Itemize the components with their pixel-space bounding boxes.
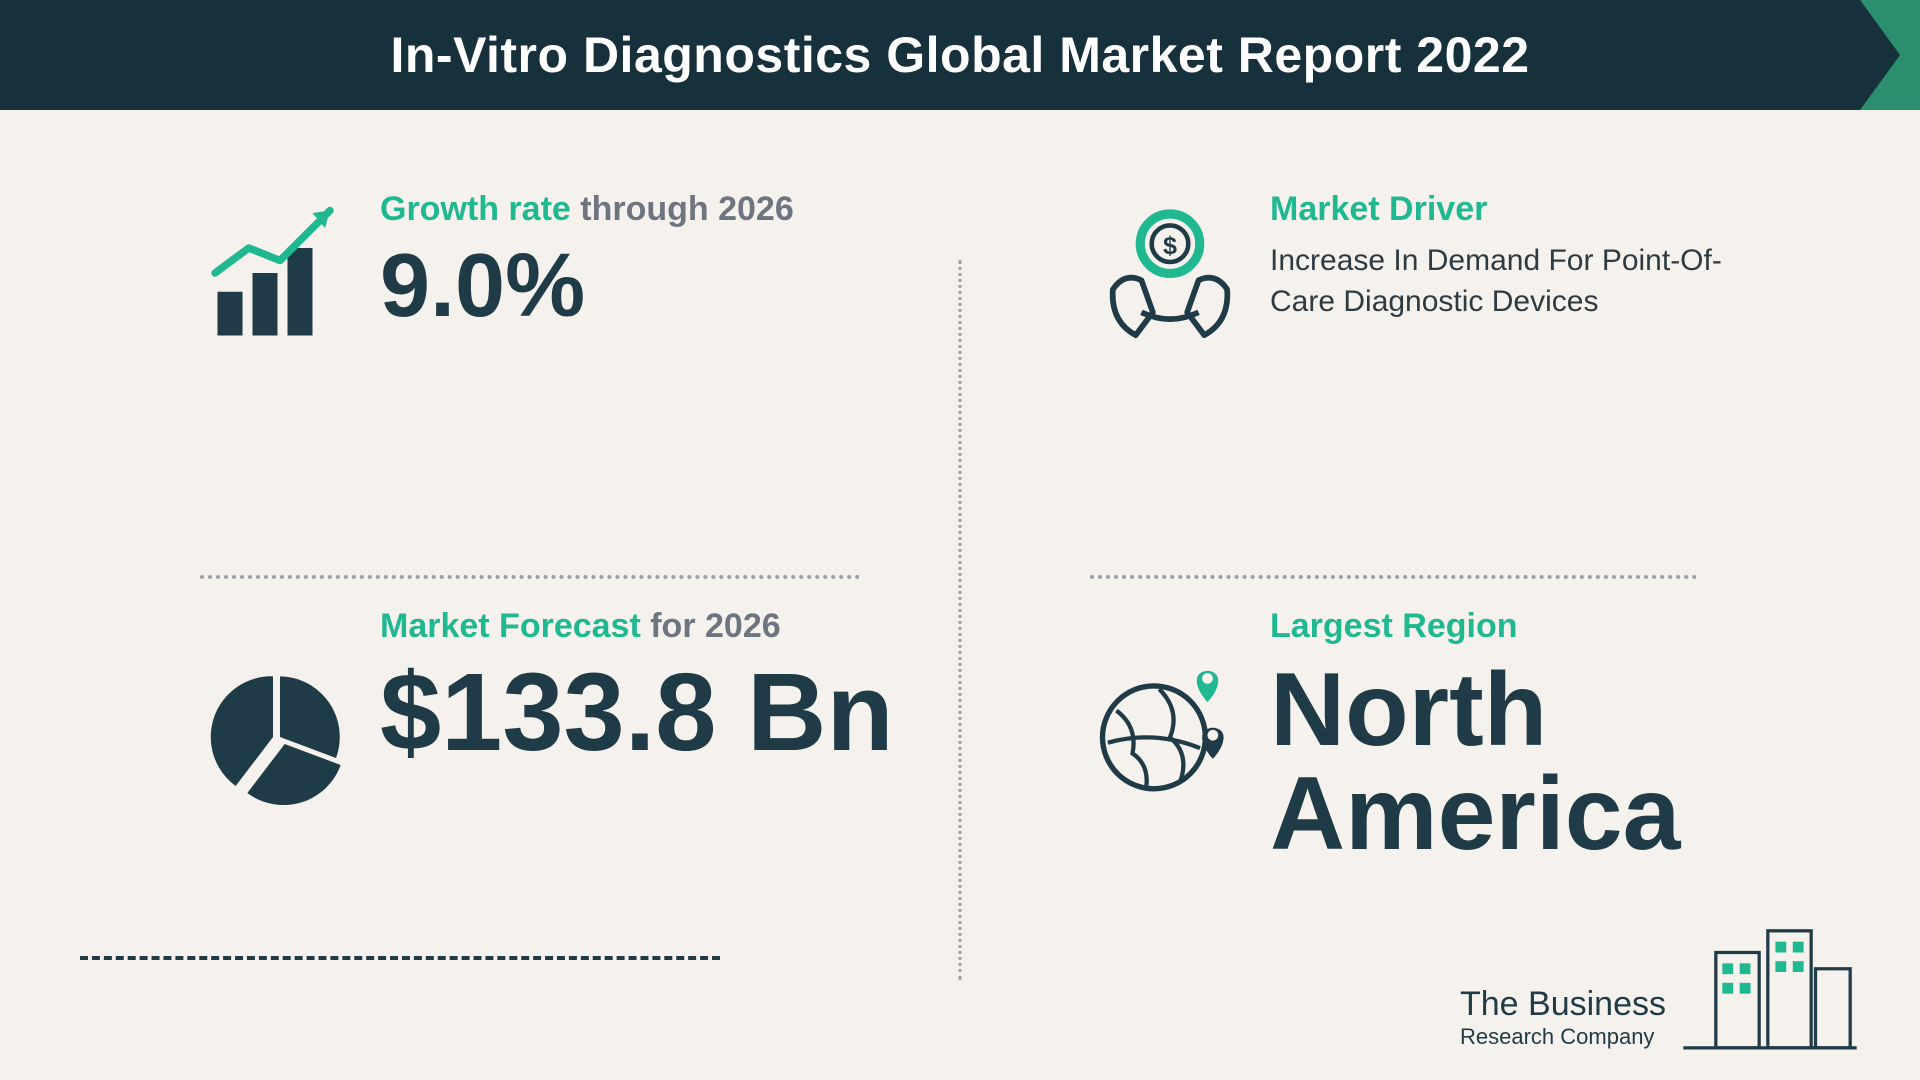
- driver-text: Increase In Demand For Point-Of-Care Dia…: [1270, 241, 1780, 322]
- growth-label-muted: through 2026: [580, 190, 793, 228]
- driver-label: Market Driver: [1270, 190, 1780, 229]
- pie-chart-icon: [200, 607, 360, 807]
- forecast-value: $133.8 Bn: [380, 658, 900, 768]
- svg-text:$: $: [1163, 232, 1177, 260]
- logo-line2: Research Company: [1460, 1024, 1666, 1050]
- region-value: North America: [1270, 658, 1780, 866]
- hands-coin-icon: $: [1090, 190, 1250, 358]
- growth-chart-icon: [200, 190, 360, 348]
- content-grid: Growth rate through 2026 9.0% $: [0, 110, 1920, 980]
- logo-buildings-icon: [1680, 920, 1860, 1050]
- quad-growth-rate: Growth rate through 2026 9.0%: [160, 170, 990, 555]
- dotted-divider-left: [200, 575, 860, 579]
- forecast-label: Market Forecast for 2026: [380, 607, 950, 646]
- quad-largest-region: Largest Region North America: [990, 555, 1820, 940]
- header-bar: In-Vitro Diagnostics Global Market Repor…: [0, 0, 1920, 110]
- bottom-dashed-line: [80, 956, 720, 960]
- globe-pins-icon: [1090, 607, 1250, 807]
- header-corner-arrow-icon: [1860, 0, 1920, 110]
- report-title: In-Vitro Diagnostics Global Market Repor…: [390, 26, 1529, 84]
- quad-market-forecast: Market Forecast for 2026 $133.8 Bn: [160, 555, 990, 940]
- growth-label: Growth rate through 2026: [380, 190, 950, 229]
- quad-market-driver: $ Market Driver Increase In Demand For P…: [990, 170, 1820, 555]
- infographic-canvas: In-Vitro Diagnostics Global Market Repor…: [0, 0, 1920, 1080]
- region-label: Largest Region: [1270, 607, 1780, 646]
- company-logo: The Business Research Company: [1460, 920, 1860, 1050]
- forecast-label-muted: for 2026: [650, 607, 780, 645]
- growth-value: 9.0%: [380, 241, 950, 331]
- dotted-divider-right: [1090, 575, 1697, 579]
- logo-line1: The Business: [1460, 985, 1666, 1024]
- region-label-accent: Largest Region: [1270, 607, 1517, 645]
- forecast-label-accent: Market Forecast: [380, 607, 641, 645]
- growth-label-accent: Growth rate: [380, 190, 571, 228]
- driver-label-accent: Market Driver: [1270, 190, 1487, 228]
